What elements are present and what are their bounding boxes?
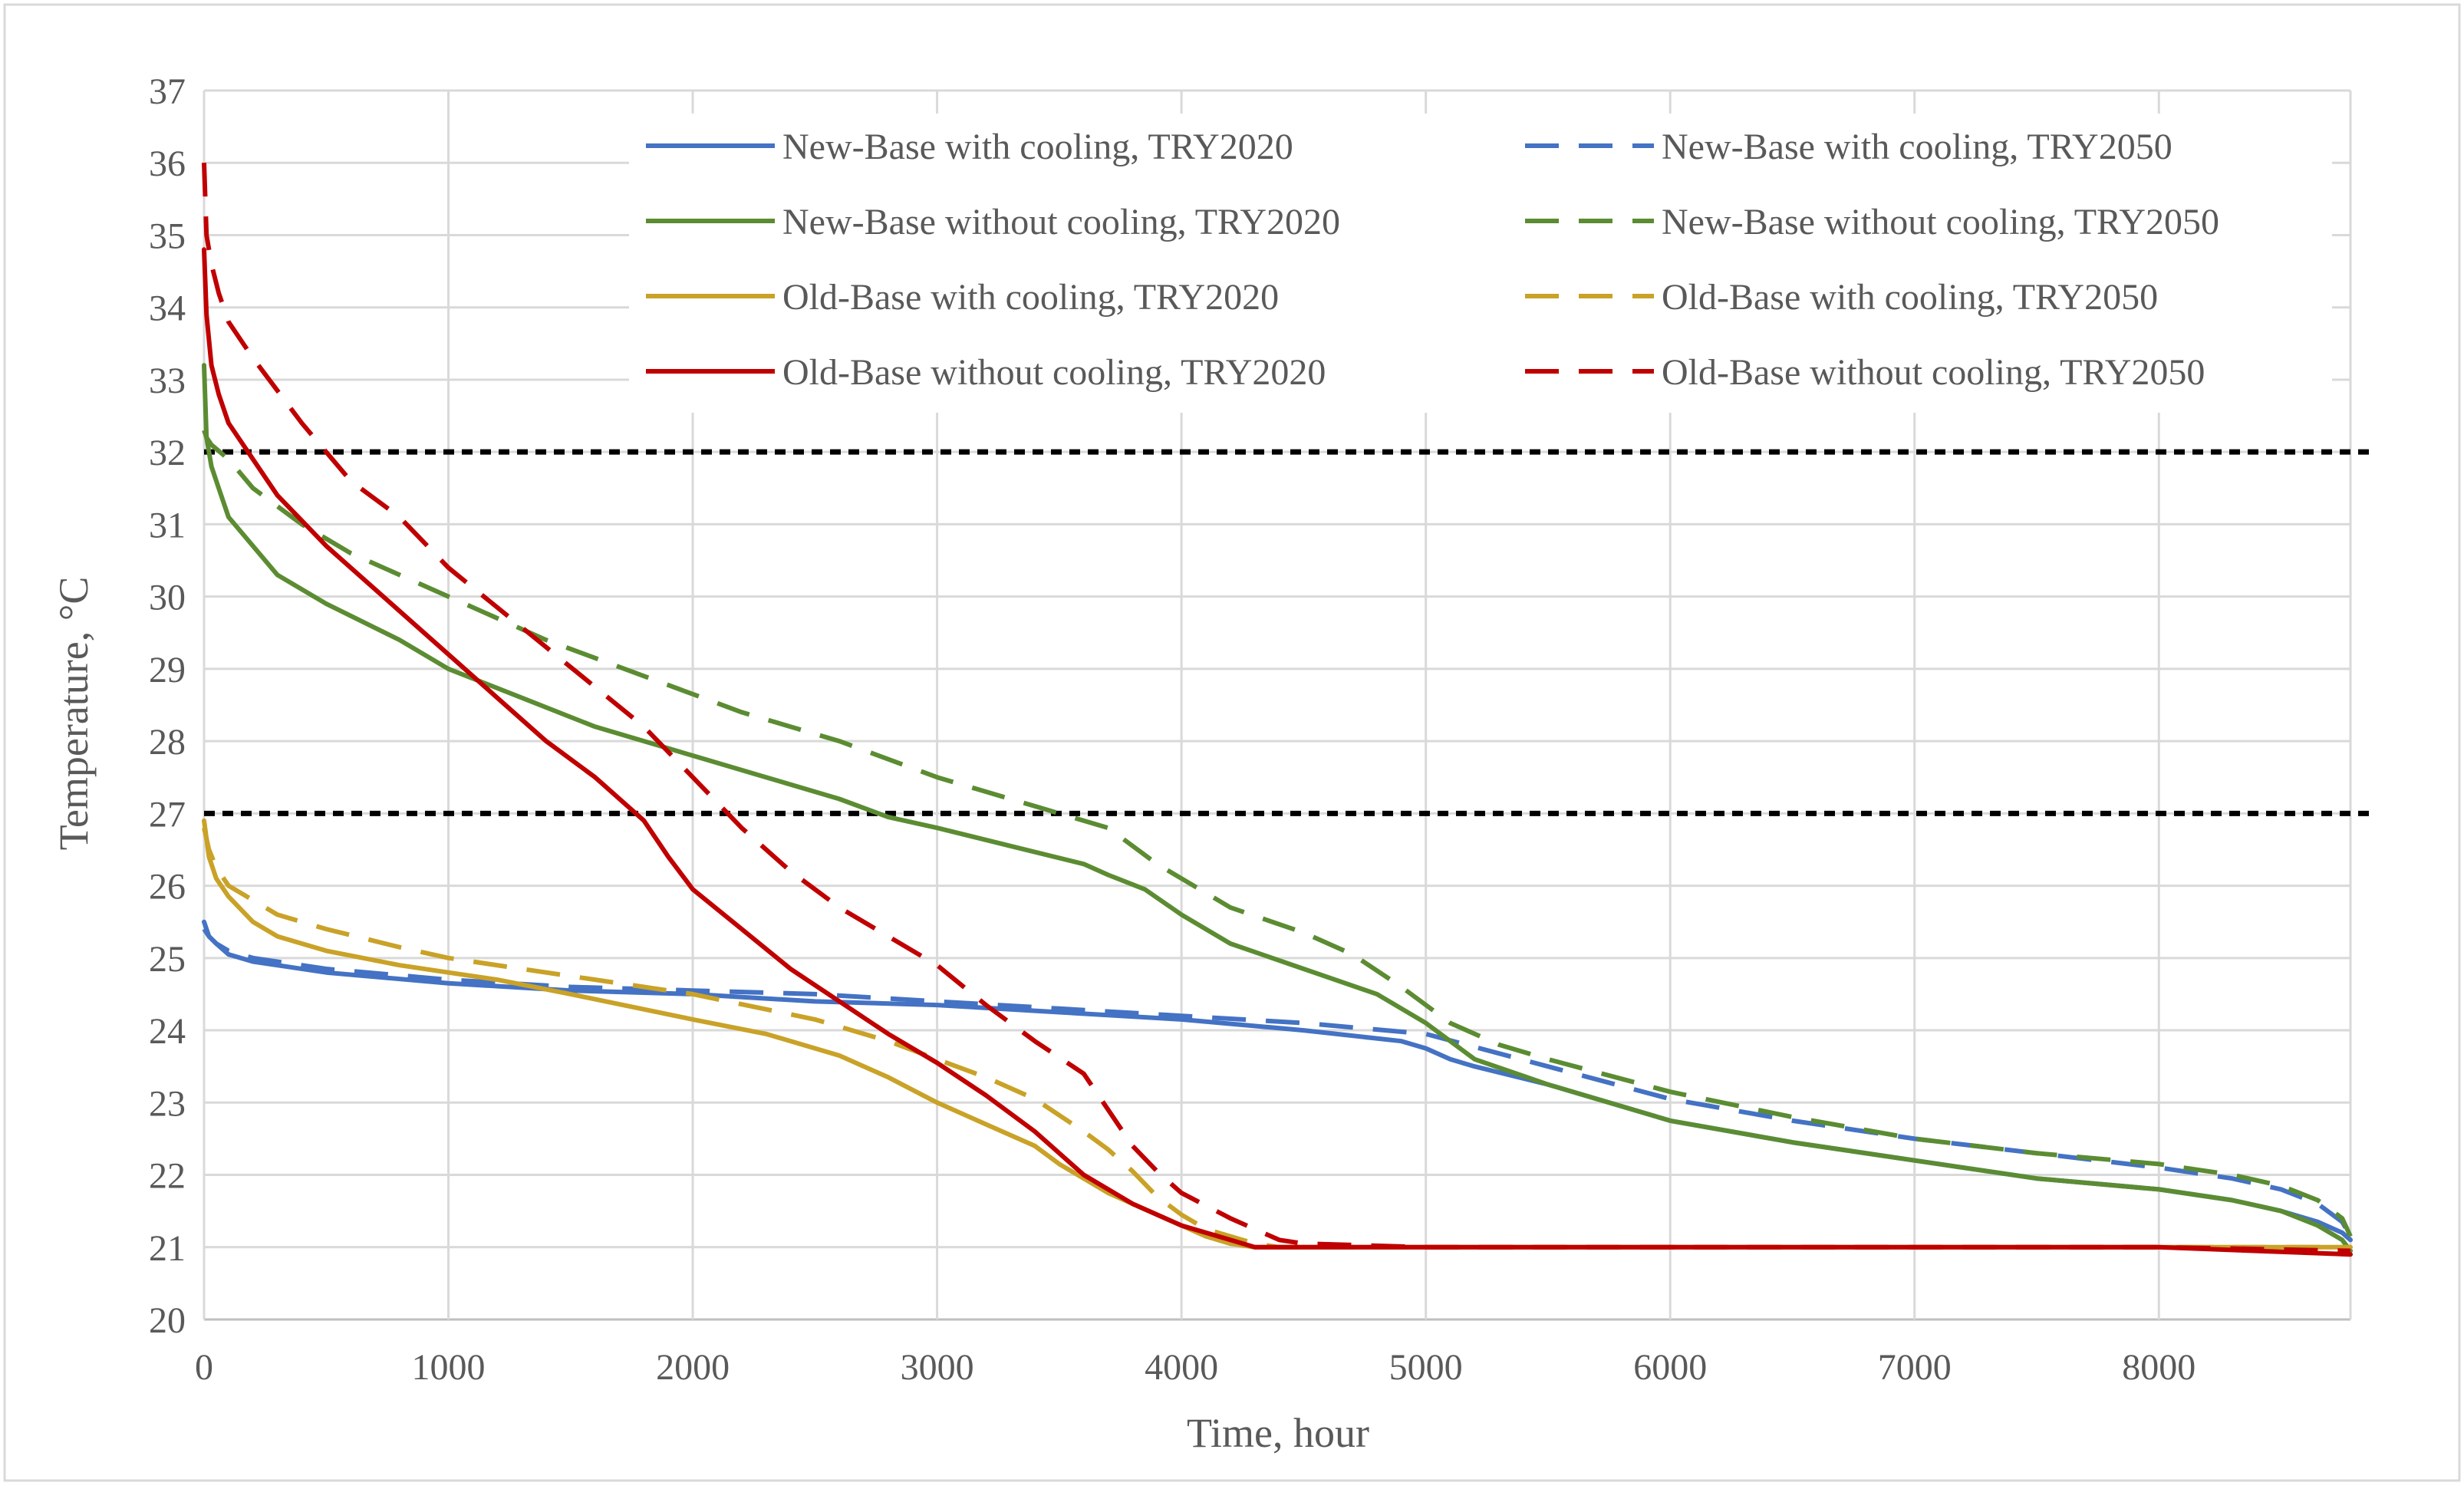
threshold-lines <box>204 449 2372 816</box>
y-tick-label: 34 <box>149 288 186 329</box>
x-tick-label: 8000 <box>2122 1347 2196 1388</box>
y-tick-label: 37 <box>149 71 186 112</box>
series-line <box>202 247 2353 1257</box>
series-line <box>202 363 2353 1253</box>
series-line <box>202 827 2350 1250</box>
y-tick-label: 24 <box>149 1011 186 1052</box>
series-line <box>202 927 2353 1238</box>
y-tick-label: 25 <box>149 939 186 980</box>
x-tick-label: 7000 <box>1878 1347 1952 1388</box>
x-tick-label: 6000 <box>1633 1347 1707 1388</box>
x-tick-label: 1000 <box>412 1347 486 1388</box>
y-tick-label: 21 <box>149 1228 186 1269</box>
legend-label: Old-Base without cooling, TRY2020 <box>782 352 1326 393</box>
series-line <box>202 429 2353 1237</box>
y-tick-label: 31 <box>149 505 186 545</box>
x-tick-label: 3000 <box>901 1347 974 1388</box>
y-tick-label: 26 <box>149 867 186 908</box>
legend-label: New-Base without cooling, TRY2020 <box>782 202 1340 242</box>
y-tick-label: 33 <box>149 361 186 401</box>
axes: 20 21 22 23 24 25 26 27 28 29 30 31 32 33 34 35 36 37 0 100… <box>149 71 2196 1388</box>
x-tick-label: 5000 <box>1389 1347 1463 1388</box>
legend-label: Old-Base without cooling, TRY2050 <box>1662 352 2205 393</box>
series-lines <box>202 163 2353 1257</box>
y-tick-label: 20 <box>149 1300 186 1341</box>
legend-label: Old-Base with cooling, TRY2050 <box>1662 277 2158 318</box>
y-tick-label: 30 <box>149 578 186 618</box>
y-axis-label: Temperature, °C <box>51 577 97 851</box>
y-tick-label: 32 <box>149 433 186 473</box>
y-tick-label: 36 <box>149 143 186 184</box>
y-tick-label: 27 <box>149 794 186 835</box>
x-tick-label: 0 <box>195 1347 213 1388</box>
x-axis-label: Time, hour <box>1187 1410 1369 1456</box>
x-tick-label: 2000 <box>656 1347 730 1388</box>
legend-box <box>629 114 2332 413</box>
y-tick-label: 35 <box>149 216 186 256</box>
series-line <box>202 163 2351 1253</box>
x-tick-label: 4000 <box>1145 1347 1218 1388</box>
legend-label: New-Base with cooling, TRY2020 <box>782 127 1293 167</box>
y-tick-label: 23 <box>149 1083 186 1124</box>
legend-label: New-Base without cooling, TRY2050 <box>1662 202 2219 242</box>
y-tick-label: 28 <box>149 722 186 763</box>
legend-label: Old-Base with cooling, TRY2020 <box>782 277 1279 318</box>
y-tick-label: 22 <box>149 1156 186 1197</box>
legend-label: New-Base with cooling, TRY2050 <box>1662 127 2172 167</box>
y-tick-label: 29 <box>149 650 186 690</box>
legend: New-Base with cooling, TRY2020 New-Base w… <box>629 114 2332 413</box>
